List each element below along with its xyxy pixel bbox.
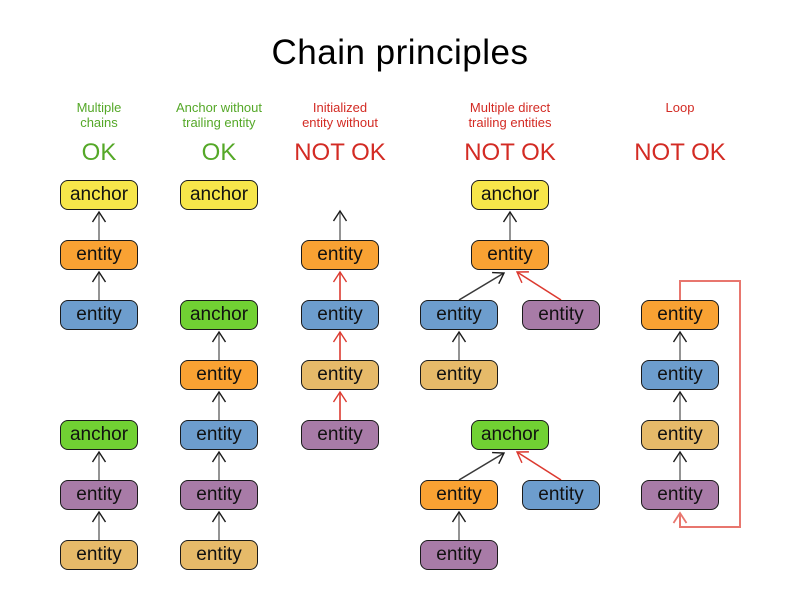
entity-node: entity bbox=[60, 300, 138, 330]
arrowhead bbox=[332, 330, 348, 343]
entity-node: entity bbox=[420, 360, 498, 390]
entity-node: entity bbox=[471, 240, 549, 270]
column-verdict: OK bbox=[201, 139, 237, 166]
arrowhead bbox=[91, 210, 107, 223]
entity-node: entity bbox=[180, 540, 258, 570]
column-verdict: NOT OK bbox=[464, 139, 556, 166]
entity-node: entity bbox=[60, 480, 138, 510]
loop-arrow bbox=[679, 280, 741, 528]
entity-node: entity bbox=[641, 420, 719, 450]
arrowhead bbox=[91, 510, 107, 523]
arrowhead bbox=[515, 451, 529, 464]
column-label: Anchor without trailing entity bbox=[176, 100, 262, 130]
arrowhead bbox=[502, 210, 518, 223]
entity-node: entity bbox=[60, 540, 138, 570]
entity-node: entity bbox=[641, 360, 719, 390]
entity-node: entity bbox=[60, 240, 138, 270]
arrowhead bbox=[332, 390, 348, 403]
entity-node: entity bbox=[420, 300, 498, 330]
entity-node: entity bbox=[641, 480, 719, 510]
column-label: Multiple direct trailing entities bbox=[468, 100, 552, 130]
arrowhead bbox=[211, 330, 227, 343]
arrowhead bbox=[332, 270, 348, 283]
entity-node: entity bbox=[180, 420, 258, 450]
column-label: Loop bbox=[665, 100, 695, 115]
entity-node: entity bbox=[641, 300, 719, 330]
arrowhead bbox=[211, 450, 227, 463]
arrowhead bbox=[672, 390, 688, 403]
anchor-node: anchor bbox=[471, 180, 549, 210]
arrowhead bbox=[672, 330, 688, 343]
diagram-title: Chain principles bbox=[271, 33, 529, 72]
entity-node: entity bbox=[522, 480, 600, 510]
arrowhead bbox=[91, 450, 107, 463]
entity-node: entity bbox=[180, 480, 258, 510]
invalid-link-arrow bbox=[516, 451, 562, 481]
column-verdict: NOT OK bbox=[634, 139, 726, 166]
entity-node: entity bbox=[301, 360, 379, 390]
entity-node: entity bbox=[522, 300, 600, 330]
anchor-node: anchor bbox=[471, 420, 549, 450]
chain-link-arrow bbox=[458, 272, 505, 301]
entity-node: entity bbox=[420, 540, 498, 570]
entity-node: entity bbox=[420, 480, 498, 510]
anchor-node: anchor bbox=[60, 420, 138, 450]
entity-node: entity bbox=[301, 420, 379, 450]
arrowhead bbox=[451, 330, 467, 343]
column-label: Multiple chains bbox=[76, 100, 122, 130]
anchor-node: anchor bbox=[180, 180, 258, 210]
arrowhead bbox=[451, 510, 467, 523]
invalid-link-arrow bbox=[516, 271, 562, 301]
anchor-node: anchor bbox=[60, 180, 138, 210]
chain-link-arrow bbox=[458, 452, 505, 481]
arrowhead bbox=[332, 209, 348, 222]
arrowhead bbox=[211, 510, 227, 523]
entity-node: entity bbox=[301, 240, 379, 270]
arrowhead bbox=[492, 271, 506, 285]
column-verdict: OK bbox=[81, 139, 117, 166]
entity-node: entity bbox=[180, 360, 258, 390]
entity-node: entity bbox=[301, 300, 379, 330]
arrowhead bbox=[672, 450, 688, 463]
column-label: Initialized entity without bbox=[302, 100, 378, 130]
arrowhead bbox=[515, 271, 529, 284]
column-verdict: NOT OK bbox=[294, 139, 386, 166]
arrowhead bbox=[672, 511, 688, 524]
arrowhead bbox=[91, 270, 107, 283]
arrowhead bbox=[492, 451, 506, 465]
arrowhead bbox=[211, 390, 227, 403]
anchor-node: anchor bbox=[180, 300, 258, 330]
